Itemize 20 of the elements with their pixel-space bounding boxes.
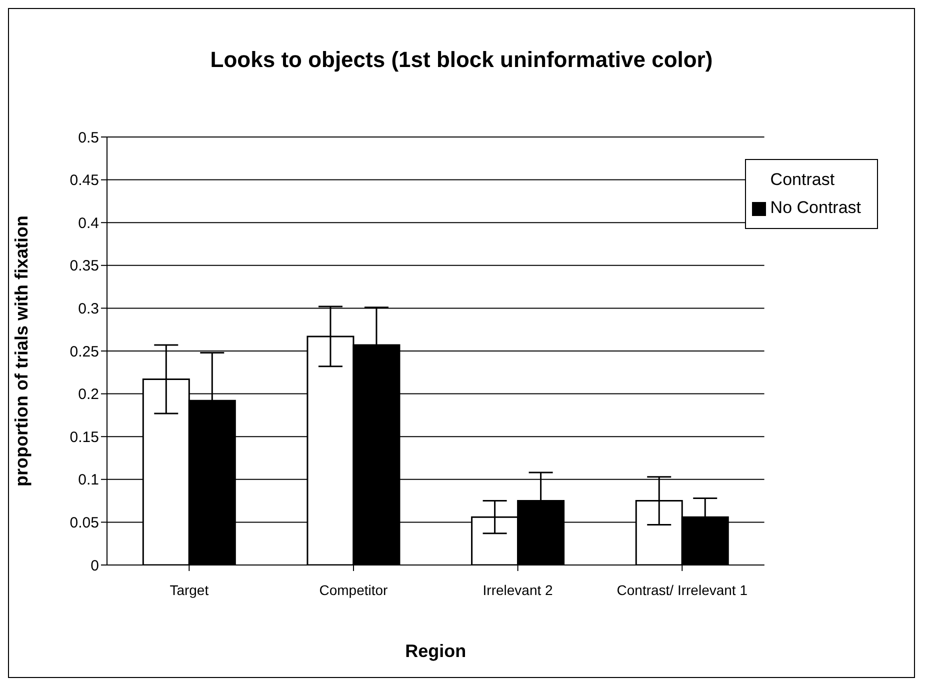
y-tick-label: 0 bbox=[90, 557, 99, 574]
legend-label: No Contrast bbox=[770, 198, 861, 217]
y-tick-label: 0.2 bbox=[78, 386, 99, 404]
y-tick-label: 0.4 bbox=[78, 214, 99, 232]
x-tick-label: Competitor bbox=[319, 582, 388, 598]
y-tick-label: 0.5 bbox=[78, 129, 99, 146]
y-tick-label: 0.35 bbox=[70, 258, 99, 275]
y-tick-label: 0.45 bbox=[70, 172, 99, 190]
text: Contrast bbox=[770, 170, 835, 189]
x-tick-label: Target bbox=[170, 582, 209, 598]
y-tick-label: 0.3 bbox=[78, 300, 99, 318]
x-tick-label: Irrelevant 2 bbox=[482, 582, 554, 598]
y-tick-label: 0.25 bbox=[70, 343, 99, 360]
y-tick-label: 0.1 bbox=[78, 472, 99, 489]
y-tick-label: 0.15 bbox=[70, 428, 99, 446]
x-axis-title: Region bbox=[405, 641, 466, 661]
x-tick-label: Contrast/ Irrelevant 1 bbox=[616, 582, 748, 598]
chart-title: Looks to objects (1st block uninformative color) bbox=[209, 47, 714, 73]
y-tick-label: 0.05 bbox=[70, 514, 99, 532]
y-axis-title: proportion of trials with fixation bbox=[11, 216, 32, 486]
